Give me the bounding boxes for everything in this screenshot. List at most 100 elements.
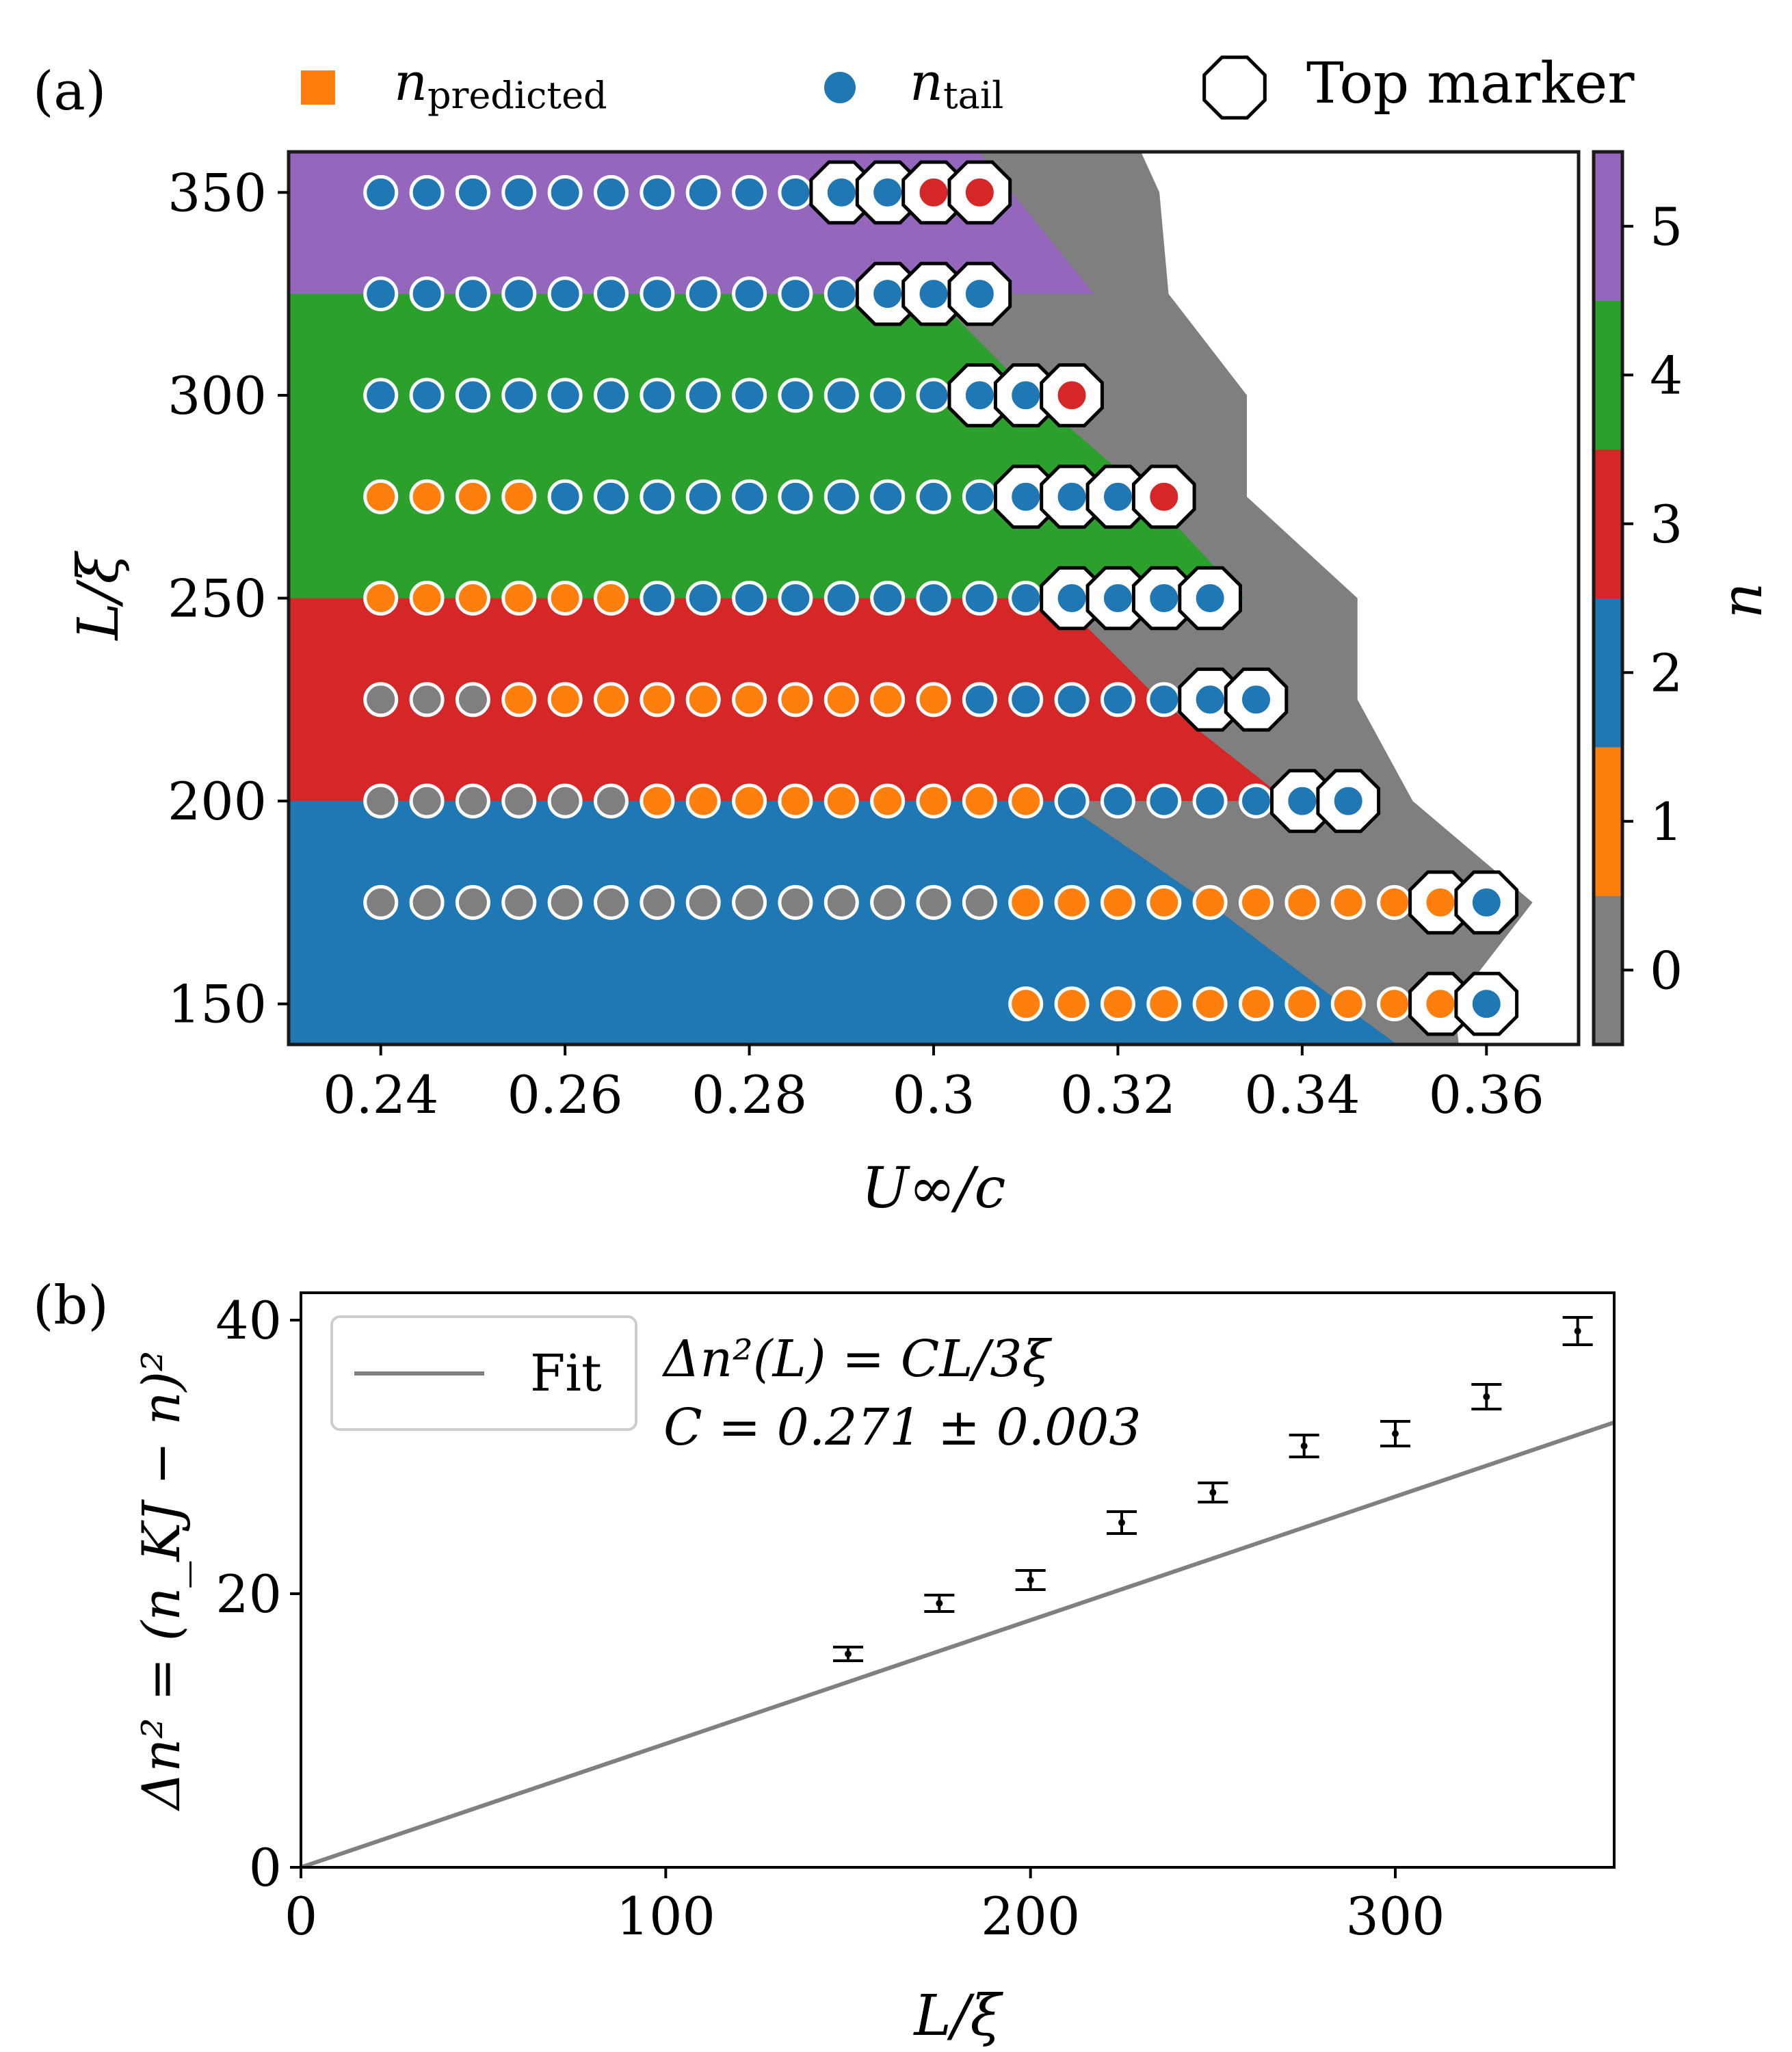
colorbar-tick-label: 5 [1650, 196, 1683, 257]
tail-marker [594, 682, 629, 718]
tail-marker [1284, 783, 1320, 819]
colorbar-tick-label: 3 [1650, 494, 1683, 555]
tail-marker [455, 174, 490, 210]
tail-marker [1146, 783, 1182, 819]
x-axis-b: 0 100 200 300 [285, 1867, 1445, 1947]
tail-marker [594, 479, 629, 514]
tail-marker [870, 884, 906, 920]
tail-marker [1054, 682, 1090, 718]
tail-marker [594, 783, 629, 819]
tail-marker [640, 884, 675, 920]
panel-b: (b) 0 100 200 300 0 20 40 L/ξ Δn² = (n_KJ − n… [33, 1275, 1616, 2049]
tail-marker [1192, 682, 1228, 718]
tail-marker [1330, 783, 1366, 819]
tail-marker [916, 884, 951, 920]
tail-marker [501, 682, 537, 718]
fit-line [301, 1420, 1614, 1867]
tail-marker [962, 682, 997, 718]
tail-marker [594, 276, 629, 312]
tail-marker [685, 682, 721, 718]
tail-marker [916, 581, 951, 616]
tail-marker [409, 682, 445, 718]
tail-marker [640, 276, 675, 312]
tail-marker [962, 783, 997, 819]
tail-marker [501, 276, 537, 312]
x-tick-label-b: 300 [1345, 1886, 1445, 1947]
tail-marker [778, 378, 813, 413]
tail-marker [594, 581, 629, 616]
legend-label-top: Top marker [1306, 51, 1635, 116]
tail-marker [1100, 479, 1135, 514]
tail-marker [685, 479, 721, 514]
tail-marker [501, 174, 537, 210]
colorbar-tick-label: 1 [1650, 791, 1683, 852]
tail-marker [455, 783, 490, 819]
legend-fit-label: Fit [530, 1344, 602, 1403]
tail-marker [501, 581, 537, 616]
tail-marker [823, 783, 859, 819]
region-outside [1141, 152, 1579, 1044]
tail-marker [1192, 986, 1228, 1022]
error-bar-point [1198, 1482, 1228, 1503]
tail-marker [1008, 378, 1044, 413]
tail-marker [1377, 884, 1412, 920]
legend-a: npredicted ntail Top marker [301, 51, 1635, 120]
plot-frame-b [300, 1291, 1616, 1869]
tail-marker [455, 884, 490, 920]
tail-marker [1146, 479, 1182, 514]
legend-octagon-top [1202, 55, 1267, 120]
tail-marker [916, 479, 951, 514]
colorbar-tick-label: 2 [1650, 642, 1683, 703]
panel-a: (a) npredicted ntail Top marker 0.24 0.26… [33, 51, 1775, 1221]
tail-marker [1468, 884, 1504, 920]
tail-marker [547, 884, 583, 920]
tail-marker [1146, 581, 1182, 616]
tail-marker [778, 581, 813, 616]
tail-marker [916, 783, 951, 819]
colorbar-segment [1594, 895, 1622, 1045]
tail-marker [363, 174, 399, 210]
tail-marker [409, 479, 445, 514]
tail-marker [594, 174, 629, 210]
tail-marker [1146, 986, 1182, 1022]
tail-marker [455, 378, 490, 413]
tail-marker [1423, 884, 1458, 920]
tail-marker [778, 884, 813, 920]
colorbar-segment [1594, 449, 1622, 598]
tail-marker [962, 884, 997, 920]
tail-marker [870, 276, 906, 312]
y-tick-label-a: 350 [168, 162, 267, 223]
tail-marker [455, 479, 490, 514]
tail-marker [778, 174, 813, 210]
tail-marker [1008, 581, 1044, 616]
tail-marker [409, 783, 445, 819]
tail-marker [823, 174, 859, 210]
tail-marker [732, 378, 767, 413]
colorbar-segment [1594, 598, 1622, 748]
tail-marker [363, 479, 399, 514]
tail-marker [455, 682, 490, 718]
x-tick-label-a: 0.26 [508, 1064, 623, 1125]
tail-marker [1192, 581, 1228, 616]
tail-marker [732, 174, 767, 210]
x-axis-label-a: U∞/c [862, 1156, 1006, 1221]
tail-marker [1054, 378, 1090, 413]
tail-marker [547, 682, 583, 718]
x-axis-label-b: L/ξ [912, 1984, 1003, 2049]
tail-marker [363, 783, 399, 819]
tail-marker [1008, 884, 1044, 920]
x-tick-label-a: 0.36 [1429, 1064, 1544, 1125]
legend-b: Fit [330, 1315, 637, 1431]
tail-marker [1330, 884, 1366, 920]
data-points-b [833, 1316, 1593, 1662]
tail-marker [870, 378, 906, 413]
tail-marker [1100, 986, 1135, 1022]
tail-marker [916, 378, 951, 413]
tail-marker [501, 884, 537, 920]
tail-marker [1192, 783, 1228, 819]
tail-marker [732, 884, 767, 920]
tail-marker [1239, 783, 1274, 819]
x-tick-label-a: 0.28 [691, 1064, 807, 1125]
tail-marker [916, 682, 951, 718]
tail-marker [1423, 986, 1458, 1022]
